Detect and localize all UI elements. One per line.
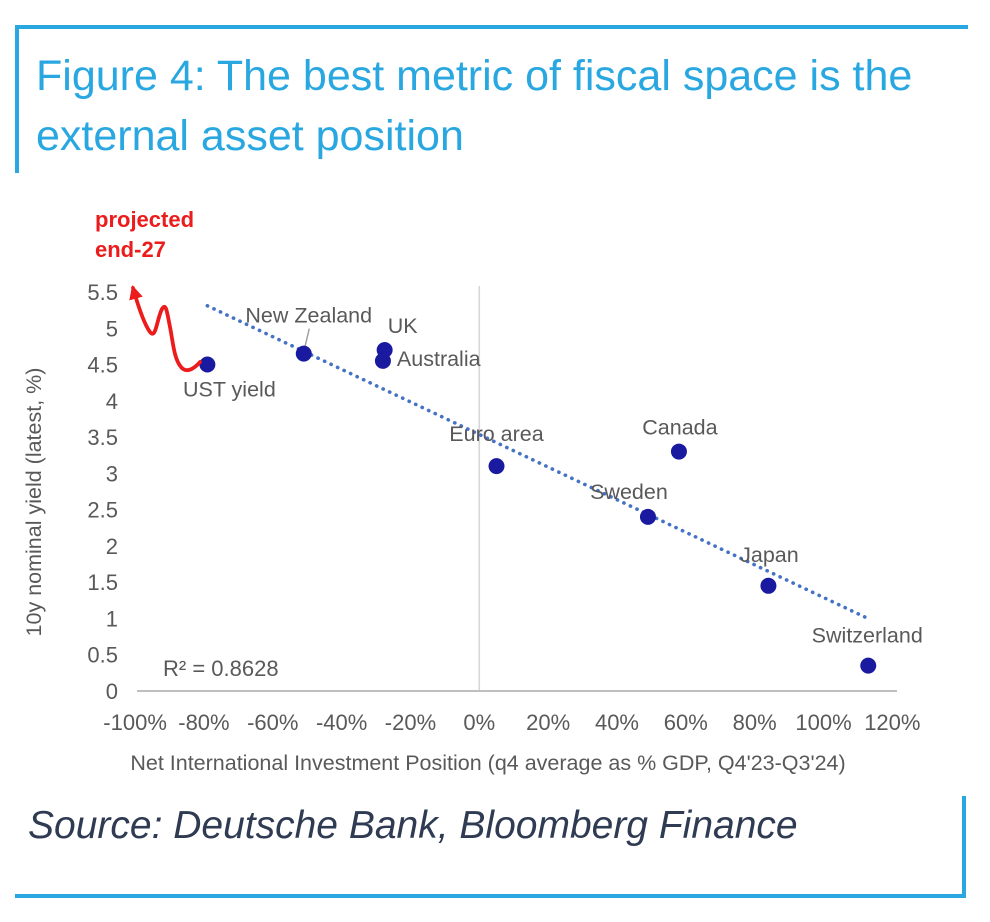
- data-point-canada: [670, 443, 687, 460]
- y-tick-2: 4.5: [87, 353, 118, 378]
- source-text: Source: Deutsche Bank, Bloomberg Finance: [28, 804, 798, 847]
- y-tick-3: 4: [106, 389, 118, 414]
- x-tick-2: -60%: [247, 710, 298, 735]
- annotation-line2: end-27: [95, 237, 166, 262]
- point-label-switzerland: Switzerland: [812, 624, 923, 648]
- point-label-sweden: Sweden: [590, 480, 668, 504]
- figure-title-line1: Figure 4: The best metric of fiscal spac…: [36, 52, 913, 100]
- x-tick-10: 100%: [795, 710, 851, 735]
- y-tick-9: 1: [106, 606, 118, 631]
- figure-title-line2: external asset position: [36, 112, 464, 160]
- point-label-euro-area: Euro area: [449, 422, 543, 446]
- leader-line-new-zealand: [304, 328, 310, 348]
- data-point-new-zealand: [295, 345, 312, 362]
- data-point-australia: [374, 352, 391, 369]
- figure-title: Figure 4: The best metric of fiscal spac…: [36, 46, 912, 166]
- annotation-line1: projected: [95, 207, 194, 232]
- point-label-japan: Japan: [740, 543, 799, 567]
- data-point-sweden: [639, 508, 656, 525]
- x-tick-0: -100%: [103, 710, 167, 735]
- x-tick-6: 20%: [526, 710, 570, 735]
- r-squared-label: R² = 0.8628: [163, 656, 279, 681]
- point-label-ust-yield: UST yield: [183, 378, 276, 402]
- y-tick-7: 2: [106, 534, 118, 559]
- x-tick-4: -20%: [385, 710, 436, 735]
- y-tick-0: 5.5: [87, 280, 118, 305]
- frame-left-rule: [15, 25, 19, 173]
- x-tick-9: 80%: [733, 710, 777, 735]
- point-label-uk: UK: [388, 314, 419, 338]
- frame-right-rule: [962, 796, 966, 896]
- y-tick-4: 3.5: [87, 425, 118, 450]
- y-tick-8: 1.5: [87, 570, 118, 595]
- x-tick-8: 60%: [664, 710, 708, 735]
- y-tick-6: 2.5: [87, 498, 118, 523]
- x-tick-11: 120%: [864, 710, 920, 735]
- x-tick-1: -80%: [178, 710, 229, 735]
- y-tick-11: 0: [106, 679, 118, 704]
- x-tick-3: -40%: [316, 710, 367, 735]
- y-tick-10: 0.5: [87, 643, 118, 668]
- data-point-switzerland: [860, 657, 877, 674]
- data-point-japan: [760, 577, 777, 594]
- point-label-canada: Canada: [642, 416, 717, 440]
- x-tick-5: 0%: [463, 710, 495, 735]
- point-label-new-zealand: New Zealand: [245, 304, 372, 328]
- x-tick-7: 40%: [595, 710, 639, 735]
- frame-bottom-rule: [15, 894, 966, 898]
- y-tick-5: 3: [106, 461, 118, 486]
- frame-top-rule: [15, 25, 968, 29]
- data-point-ust-yield: [199, 356, 216, 373]
- data-point-euro-area: [488, 458, 505, 475]
- projection-arrow: [129, 285, 202, 373]
- point-label-australia: Australia: [397, 347, 481, 371]
- y-axis-title: 10y nominal yield (latest, %): [22, 368, 46, 637]
- y-tick-1: 5: [106, 316, 118, 341]
- scatter-chart: 5.5 5 4.5 4 3.5 3 2.5 2 1.5 1 0.5 0 -100% -80% -60% -40…: [22, 207, 923, 775]
- trendline: [205, 303, 867, 619]
- x-axis-title: Net International Investment Position (q…: [130, 751, 845, 775]
